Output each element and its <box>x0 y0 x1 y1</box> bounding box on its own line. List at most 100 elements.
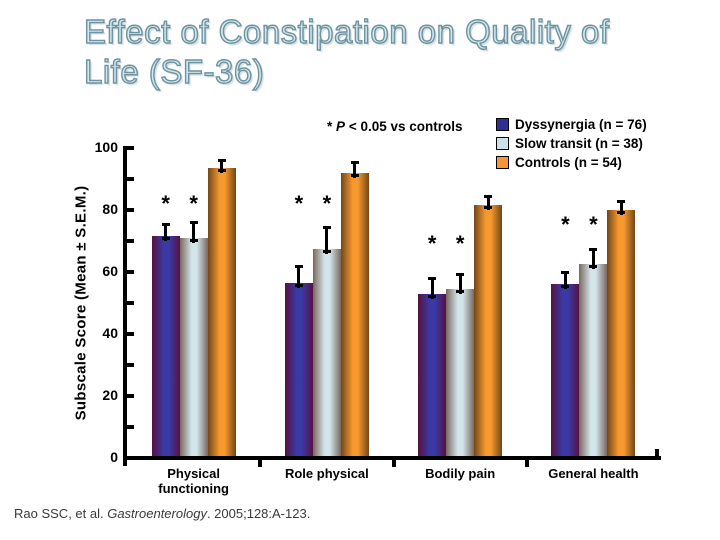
legend: Dyssynergia (n = 76) Slow transit (n = 3… <box>496 117 647 170</box>
legend-label-slow-transit: Slow transit (n = 38) <box>515 136 643 151</box>
significance-asterisk: * <box>322 190 332 216</box>
error-bar-cap <box>617 199 626 203</box>
y-tick <box>123 239 134 243</box>
significance-p: P <box>336 119 346 134</box>
y-tick <box>123 363 134 367</box>
error-bar <box>591 248 595 270</box>
bar-controls-bodily-pain <box>474 205 503 456</box>
bar-dyssynergia-general-health <box>551 284 580 456</box>
title-line-2: Life (SF-36) <box>83 53 265 91</box>
error-bar-cap <box>484 206 493 210</box>
bar-controls-general-health <box>607 210 636 456</box>
x-tick <box>524 460 529 467</box>
error-bar-cap <box>161 237 170 241</box>
error-bar-cap <box>350 173 359 177</box>
y-tick-label: 80 <box>102 201 118 217</box>
legend-item-controls: Controls (n = 54) <box>496 155 647 170</box>
legend-label-controls: Controls (n = 54) <box>515 155 622 170</box>
bar-slow-transit-bodily-pain <box>446 289 475 456</box>
error-bar <box>353 161 357 178</box>
error-bar-cap <box>589 247 598 251</box>
legend-item-slow-transit: Slow transit (n = 38) <box>496 136 647 151</box>
bar-dyssynergia-physical-functioning <box>151 236 180 456</box>
legend-label-dyssynergia: Dyssynergia (n = 76) <box>515 117 647 132</box>
y-tick <box>123 208 134 212</box>
error-bar <box>619 200 623 215</box>
error-bar <box>458 273 462 295</box>
error-bar <box>325 227 329 254</box>
title-line-1: Effect of Constipation on Quality of <box>83 12 610 50</box>
error-bar-cap <box>322 226 331 230</box>
error-bar-cap <box>561 271 570 274</box>
error-bar-cap <box>456 290 465 294</box>
bar-dyssynergia-role-physical <box>284 282 313 456</box>
y-tick <box>123 146 134 150</box>
x-axis-label: Role physical <box>284 466 369 481</box>
error-bar-cap <box>189 221 198 225</box>
significance-asterisk: * <box>189 190 198 216</box>
error-bar <box>164 223 168 242</box>
citation-journal: Gastroenterology <box>107 506 207 521</box>
y-tick <box>123 332 134 336</box>
x-tick <box>391 460 396 467</box>
y-tick <box>123 425 134 429</box>
error-bar-cap <box>456 272 465 276</box>
error-bar-cap <box>589 265 598 269</box>
significance-asterisk: * <box>589 212 598 238</box>
y-tick <box>123 301 134 305</box>
legend-swatch-slow-transit <box>496 137 509 150</box>
significance-asterisk: * <box>427 231 437 256</box>
bar-slow-transit-physical-functioning <box>179 237 208 456</box>
y-tick-label: 40 <box>102 325 118 341</box>
y-tick <box>123 394 134 398</box>
legend-swatch-controls <box>496 156 509 169</box>
significance-asterisk: * <box>294 190 304 216</box>
x-axis-line <box>123 456 661 460</box>
error-bar-cap <box>484 195 493 199</box>
error-bar-cap <box>189 238 198 242</box>
error-bar-cap <box>294 264 303 268</box>
x-axis-end-tick <box>655 449 659 456</box>
bar-controls-role-physical <box>340 172 369 456</box>
y-tick-label: 20 <box>102 387 118 403</box>
error-bar <box>297 265 301 288</box>
error-bar-cap <box>294 283 303 287</box>
significance-asterisk: * <box>561 212 570 238</box>
bar-slow-transit-role-physical <box>312 248 341 456</box>
y-tick-label: 100 <box>94 139 118 155</box>
bar-controls-physical-functioning <box>207 168 236 456</box>
error-bar-cap <box>217 169 226 173</box>
citation-ref: . 2005;128:A-123. <box>206 506 311 521</box>
legend-item-dyssynergia: Dyssynergia (n = 76) <box>496 117 647 132</box>
y-axis-line <box>123 146 127 466</box>
bar-slow-transit-general-health <box>579 264 608 456</box>
error-bar-cap <box>617 211 626 214</box>
error-bar <box>430 278 434 299</box>
y-tick <box>123 456 134 460</box>
significance-text: < 0.05 vs controls <box>348 119 463 134</box>
error-bar-cap <box>322 249 331 253</box>
x-tick <box>258 460 263 467</box>
error-bar <box>220 160 224 174</box>
significance-asterisk: * <box>455 231 465 256</box>
bar-dyssynergia-bodily-pain <box>418 293 447 456</box>
significance-note: * P < 0.05 vs controls <box>327 119 463 134</box>
slide-title: Effect of Constipation on Quality of Lif… <box>83 12 610 93</box>
error-bar-cap <box>428 277 437 281</box>
y-tick <box>123 177 134 181</box>
significance-star: * <box>327 119 333 134</box>
error-bar-cap <box>161 222 170 226</box>
citation: Rao SSC, et al. Gastroenterology. 2005;1… <box>14 506 310 521</box>
x-axis-label: Physical functioning <box>158 466 229 496</box>
error-bar-cap <box>217 159 226 163</box>
error-bar-cap <box>561 285 570 289</box>
citation-authors: Rao SSC, et al. <box>14 506 108 521</box>
x-axis-label: Bodily pain <box>425 466 496 481</box>
y-tick-label: 0 <box>110 449 118 465</box>
significance-asterisk: * <box>161 190 170 216</box>
error-bar <box>192 222 196 243</box>
y-tick-label: 60 <box>102 263 118 279</box>
error-bar-cap <box>428 294 437 298</box>
